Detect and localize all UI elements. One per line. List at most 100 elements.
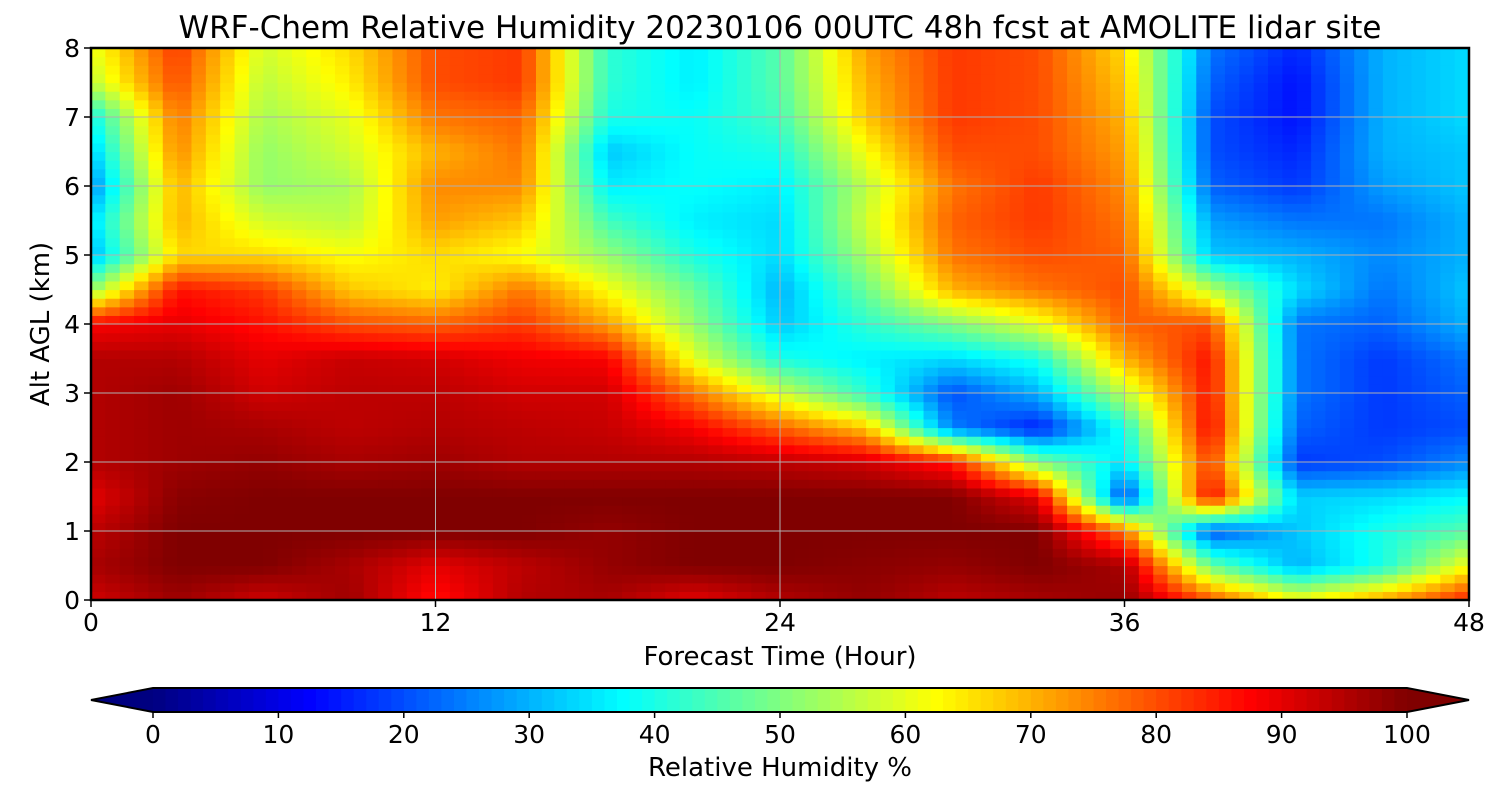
heatmap-cell [823,548,839,558]
heatmap-cell [1325,548,1341,558]
heatmap-cell [464,418,480,429]
heatmap-cell [191,246,207,256]
heatmap-cell [1024,565,1039,575]
heatmap-cell [1425,539,1441,549]
heatmap-cell [1067,574,1083,584]
heatmap-cell [335,306,350,316]
heatmap-cell [650,470,666,480]
heatmap-cell [378,203,394,213]
heatmap-cell [1397,315,1413,325]
heatmap-cell [205,522,221,532]
heatmap-cell [995,272,1011,282]
heatmap-cell [320,401,336,411]
heatmap-cell [880,177,896,187]
heatmap-cell [1411,436,1427,446]
heatmap-cell [191,539,207,549]
heatmap-cell [1425,160,1441,170]
heatmap-cell [607,427,623,437]
heatmap-cell [808,487,824,498]
heatmap-cell [995,496,1011,506]
heatmap-cell [320,462,336,472]
heatmap-cell [1411,160,1427,170]
heatmap-cell [1052,410,1068,420]
heatmap-cell [1052,462,1068,472]
heatmap-cell [363,401,379,411]
heatmap-cell [263,401,279,411]
heatmap-cell [923,341,939,351]
heatmap-cell [1196,315,1212,325]
heatmap-cell [363,505,379,515]
heatmap-cell [1325,237,1341,247]
heatmap-cell [693,229,709,239]
heatmap-cell [823,306,839,316]
heatmap-cell [837,401,853,411]
heatmap-cell [1354,384,1370,394]
heatmap-cell [808,582,824,592]
heatmap-cell [1397,487,1413,498]
heatmap-cell [449,470,465,480]
heatmap-cell [564,479,580,489]
heatmap-cell [593,289,609,299]
heatmap-cell [320,332,336,342]
heatmap-cell [966,298,982,308]
heatmap-cell [449,324,465,334]
heatmap-cell [1153,410,1169,420]
heatmap-cell [191,513,207,523]
heatmap-cell [1081,591,1097,600]
heatmap-cell [1239,410,1255,420]
heatmap-cell [535,358,551,368]
heatmap-cell [593,220,609,230]
heatmap-cell [579,298,594,308]
heatmap-cell [306,548,322,558]
heatmap-cell [765,255,781,265]
heatmap-cell [1153,487,1169,498]
heatmap-cell [722,237,738,247]
heatmap-cell [478,531,494,541]
heatmap-cell [952,341,968,351]
heatmap-cell [823,237,839,247]
heatmap-cell [894,246,910,256]
heatmap-cell [1110,384,1126,394]
heatmap-cell [1411,565,1427,575]
heatmap-cell [1382,255,1398,265]
heatmap-cell [579,462,594,472]
heatmap-cell [349,151,365,161]
heatmap-cell [205,186,221,196]
heatmap-cell [349,306,365,316]
heatmap-cell [306,505,322,515]
heatmap-cell [277,229,293,239]
heatmap-cell [579,341,594,351]
heatmap-cell [1138,220,1154,230]
heatmap-cell [1440,384,1456,394]
heatmap-cell [722,332,738,342]
heatmap-cell [263,246,279,256]
heatmap-cell [1124,151,1140,161]
heatmap-cell [650,505,666,515]
heatmap-cell [1110,574,1126,584]
heatmap-cell [248,410,264,420]
heatmap-cell [1024,289,1039,299]
heatmap-cell [1382,263,1398,273]
heatmap-cell [134,289,150,299]
heatmap-cell [708,229,724,239]
heatmap-cell [1038,160,1054,170]
heatmap-cell [966,263,982,273]
heatmap-cell [1339,427,1355,437]
heatmap-cell [234,531,250,541]
heatmap-cell [521,194,537,204]
heatmap-cell [564,418,580,429]
heatmap-cell [1081,505,1097,515]
heatmap-cell [952,393,968,403]
heatmap-cell [1239,505,1255,515]
heatmap-cell [1196,298,1212,308]
heatmap-cell [1382,306,1398,316]
heatmap-cell [866,246,882,256]
heatmap-cell [808,306,824,316]
heatmap-cell [579,574,594,584]
heatmap-cell [1095,315,1111,325]
heatmap-cell [1397,393,1413,403]
heatmap-cell [535,332,551,342]
heatmap-cell [708,263,724,273]
heatmap-cell [909,367,925,377]
heatmap-cell [134,315,150,325]
